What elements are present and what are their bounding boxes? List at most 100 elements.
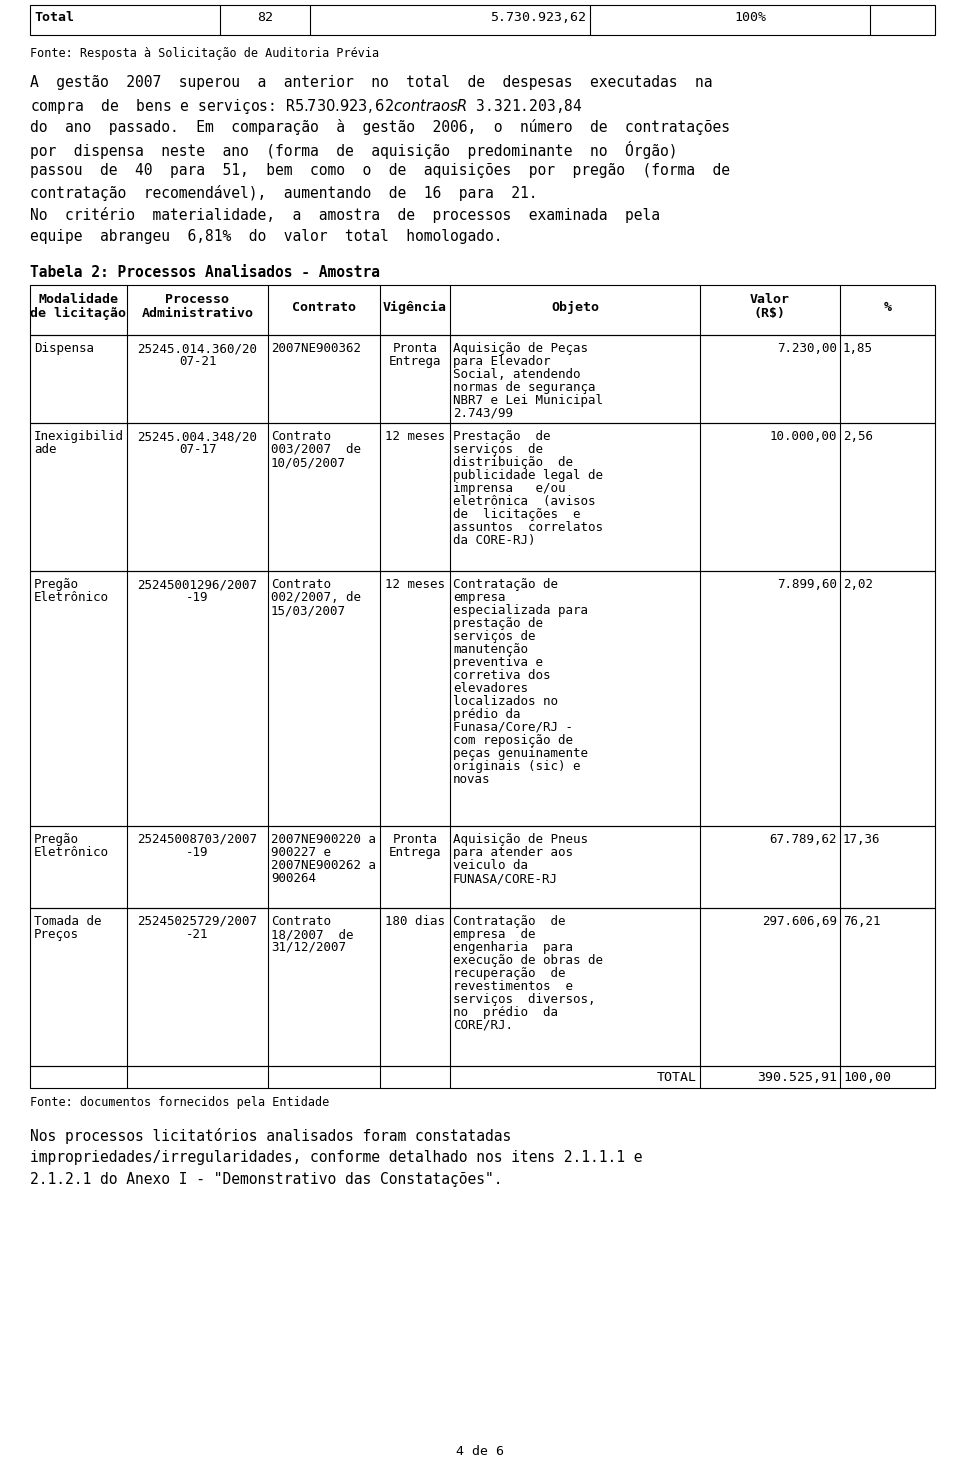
Text: preventiva e: preventiva e <box>453 656 543 669</box>
Text: originais (sic) e: originais (sic) e <box>453 760 581 773</box>
Bar <box>30 908 935 1066</box>
Text: Contrato: Contrato <box>271 578 331 591</box>
Text: %: % <box>883 302 892 313</box>
Text: por  dispensa  neste  ano  (forma  de  aquisição  predominante  no  Órgão): por dispensa neste ano (forma de aquisiç… <box>30 141 678 160</box>
Text: 2,02: 2,02 <box>843 578 873 591</box>
Text: engenharia  para: engenharia para <box>453 941 573 955</box>
Bar <box>30 285 935 335</box>
Text: 10/05/2007: 10/05/2007 <box>271 455 346 468</box>
Text: Pronta: Pronta <box>393 833 438 846</box>
Text: 180 dias: 180 dias <box>385 915 445 928</box>
Text: 07-21: 07-21 <box>179 354 216 367</box>
Text: 002/2007, de: 002/2007, de <box>271 591 361 605</box>
Text: especializada para: especializada para <box>453 605 588 616</box>
Text: normas de segurança: normas de segurança <box>453 381 595 394</box>
Text: 100%: 100% <box>734 12 766 23</box>
Text: Fonte: Resposta à Solicitação de Auditoria Prévia: Fonte: Resposta à Solicitação de Auditor… <box>30 47 379 60</box>
Text: Total: Total <box>34 12 74 23</box>
Text: 2007NE900362: 2007NE900362 <box>271 343 361 354</box>
Text: recuperação  de: recuperação de <box>453 968 565 979</box>
Text: 2007NE900220 a: 2007NE900220 a <box>271 833 376 846</box>
Text: Administrativo: Administrativo <box>141 307 253 321</box>
Text: para atender aos: para atender aos <box>453 846 573 859</box>
Bar <box>30 826 935 908</box>
Text: Tomada de: Tomada de <box>34 915 102 928</box>
Text: -19: -19 <box>186 846 208 859</box>
Text: Dispensa: Dispensa <box>34 343 94 354</box>
Text: Fonte: documentos fornecidos pela Entidade: Fonte: documentos fornecidos pela Entida… <box>30 1097 329 1110</box>
Text: prédio da: prédio da <box>453 709 520 720</box>
Text: serviços de: serviços de <box>453 630 536 643</box>
Text: veiculo da: veiculo da <box>453 859 528 873</box>
Text: equipe  abrangeu  6,81%  do  valor  total  homologado.: equipe abrangeu 6,81% do valor total hom… <box>30 228 502 244</box>
Text: impropriedades/irregularidades, conforme detalhado nos itens 2.1.1.1 e: impropriedades/irregularidades, conforme… <box>30 1151 642 1165</box>
Text: para Elevador: para Elevador <box>453 354 550 367</box>
Text: localizados no: localizados no <box>453 695 558 709</box>
Text: Pronta: Pronta <box>393 343 438 354</box>
Text: Preços: Preços <box>34 928 79 941</box>
Text: TOTAL: TOTAL <box>657 1072 697 1083</box>
Text: 900227 e: 900227 e <box>271 846 331 859</box>
Text: 900264: 900264 <box>271 873 316 886</box>
Text: 2.1.2.1 do Anexo I - "Demonstrativo das Constatações".: 2.1.2.1 do Anexo I - "Demonstrativo das … <box>30 1173 502 1187</box>
Text: 82: 82 <box>257 12 273 23</box>
Text: 10.000,00: 10.000,00 <box>770 430 837 444</box>
Bar <box>30 335 935 423</box>
Text: publicidade legal de: publicidade legal de <box>453 468 603 482</box>
Text: Contrato: Contrato <box>292 302 356 313</box>
Text: 25245.004.348/20: 25245.004.348/20 <box>137 430 257 444</box>
Bar <box>30 571 935 826</box>
Text: 12 meses: 12 meses <box>385 578 445 591</box>
Text: serviços  diversos,: serviços diversos, <box>453 993 595 1006</box>
Text: 297.606,69: 297.606,69 <box>762 915 837 928</box>
Text: Contrato: Contrato <box>271 430 331 444</box>
Bar <box>30 1066 935 1088</box>
Text: imprensa   e/ou: imprensa e/ou <box>453 482 565 495</box>
Text: Pregão: Pregão <box>34 578 79 591</box>
Text: Nos processos licitatórios analisados foram constatadas: Nos processos licitatórios analisados fo… <box>30 1127 512 1143</box>
Text: Aquisição de Pneus: Aquisição de Pneus <box>453 833 588 846</box>
Text: 17,36: 17,36 <box>843 833 880 846</box>
Text: Modalidade: Modalidade <box>38 293 118 306</box>
Text: Vigência: Vigência <box>383 302 447 315</box>
Bar <box>30 4 935 35</box>
Text: 2.743/99: 2.743/99 <box>453 407 513 420</box>
Text: No  critério  materialidade,  a  amostra  de  processos  examinada  pela: No critério materialidade, a amostra de … <box>30 206 660 223</box>
Text: A  gestão  2007  superou  a  anterior  no  total  de  despesas  executadas  na: A gestão 2007 superou a anterior no tota… <box>30 75 712 89</box>
Text: 07-17: 07-17 <box>179 444 216 455</box>
Text: compra  de  bens e serviços: R$ 5.730.923,62 contra os R$ 3.321.203,84: compra de bens e serviços: R$ 5.730.923,… <box>30 97 583 116</box>
Text: Eletrônico: Eletrônico <box>34 846 109 859</box>
Text: de licitação: de licitação <box>31 307 127 321</box>
Text: 18/2007  de: 18/2007 de <box>271 928 353 941</box>
Text: Funasa/Core/RJ -: Funasa/Core/RJ - <box>453 720 573 733</box>
Text: 76,21: 76,21 <box>843 915 880 928</box>
Text: 67.789,62: 67.789,62 <box>770 833 837 846</box>
Text: 390.525,91: 390.525,91 <box>757 1072 837 1083</box>
Text: corretiva dos: corretiva dos <box>453 669 550 682</box>
Text: Contratação  de: Contratação de <box>453 915 565 928</box>
Text: Objeto: Objeto <box>551 302 599 313</box>
Text: passou  de  40  para  51,  bem  como  o  de  aquisições  por  pregão  (forma  de: passou de 40 para 51, bem como o de aqui… <box>30 163 730 179</box>
Text: 100,00: 100,00 <box>843 1072 891 1083</box>
Text: Social, atendendo: Social, atendendo <box>453 367 581 381</box>
Text: Contrato: Contrato <box>271 915 331 928</box>
Text: Pregão: Pregão <box>34 833 79 846</box>
Text: NBR7 e Lei Municipal: NBR7 e Lei Municipal <box>453 394 603 407</box>
Text: revestimentos  e: revestimentos e <box>453 979 573 993</box>
Text: empresa  de: empresa de <box>453 928 536 941</box>
Text: do  ano  passado.  Em  comparação  à  gestão  2006,  o  número  de  contratações: do ano passado. Em comparação à gestão 2… <box>30 119 730 135</box>
Text: 25245001296/2007: 25245001296/2007 <box>137 578 257 591</box>
Text: serviços  de: serviços de <box>453 444 543 455</box>
Text: Eletrônico: Eletrônico <box>34 591 109 605</box>
Text: contratação  recomendável),  aumentando  de  16  para  21.: contratação recomendável), aumentando de… <box>30 184 538 201</box>
Text: Prestação  de: Prestação de <box>453 430 550 444</box>
Text: (R$): (R$) <box>754 307 786 321</box>
Text: prestação de: prestação de <box>453 616 543 630</box>
Text: -19: -19 <box>186 591 208 605</box>
Text: FUNASA/CORE-RJ: FUNASA/CORE-RJ <box>453 873 558 886</box>
Text: de  licitações  e: de licitações e <box>453 508 581 521</box>
Text: elevadores: elevadores <box>453 682 528 695</box>
Text: da CORE-RJ): da CORE-RJ) <box>453 534 536 548</box>
Text: 7.899,60: 7.899,60 <box>777 578 837 591</box>
Text: Processo: Processo <box>165 293 229 306</box>
